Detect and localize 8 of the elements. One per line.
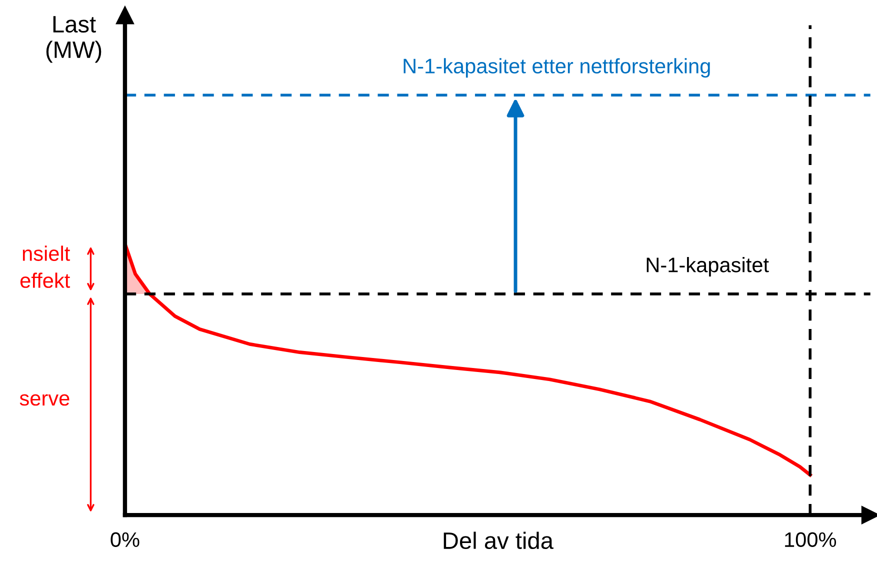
x-tick-label: 0% — [110, 532, 140, 548]
text: Last (MW) — [46, 16, 102, 63]
ref-line-label: N-1-kapasitet — [646, 257, 769, 276]
x-tick-label: 100% — [785, 532, 836, 548]
text: nsielt effekt — [20, 246, 70, 288]
ref-line-label: N-1-kapasitet etter nettforsterking — [404, 58, 710, 78]
x-axis-title: Del av tida — [444, 532, 554, 550]
text: serve — [20, 394, 70, 406]
